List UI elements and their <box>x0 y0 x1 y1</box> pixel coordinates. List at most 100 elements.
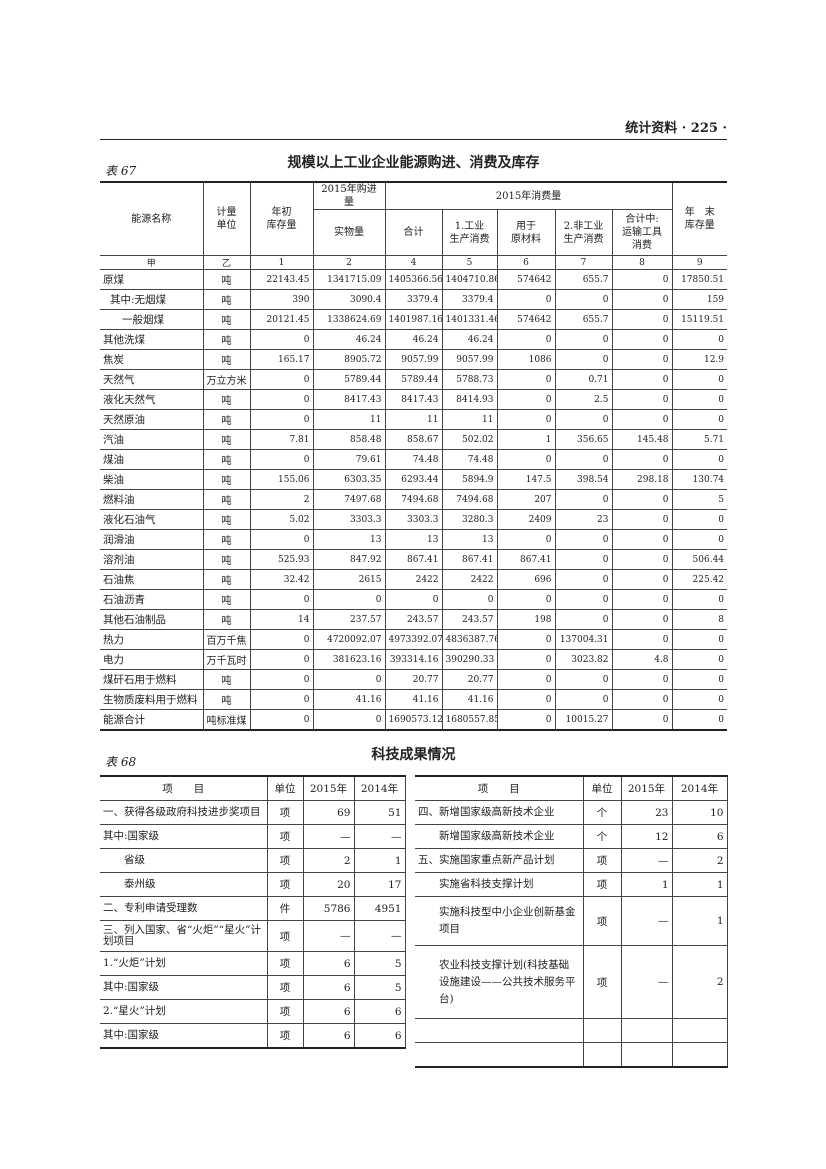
table-title: 规模以上工业企业能源购进、消费及库存 <box>287 155 540 171</box>
cell-value: 0 <box>611 509 673 530</box>
cell-value: 8417.43 <box>384 389 443 410</box>
cell-value: 0 <box>554 589 613 610</box>
data-row: 天然原油吨 0 11 11 11 0 0 0 0 <box>100 409 728 430</box>
cell-value: 0 <box>312 669 386 690</box>
cell-value: 0 <box>312 709 386 731</box>
cell-value: 4720092.07 <box>312 629 386 650</box>
cell-value: 2 <box>302 848 355 873</box>
data-row: 电力 万千瓦时 0 381623.16 393314.16 390290.33 0 3023.… <box>100 649 728 670</box>
cell-value: 0 <box>249 329 314 350</box>
row-label: 溶剂油 <box>100 549 204 570</box>
cell-value: 0 <box>671 689 728 710</box>
cell-value: 11 <box>384 409 443 430</box>
cell-value: 0 <box>611 669 673 690</box>
data-row: 泰州级项 20 17 <box>100 872 406 897</box>
cell-value: 10015.27 <box>554 709 613 731</box>
unit: 吨 <box>202 509 251 530</box>
cell-value: 2 <box>249 489 314 510</box>
cell-value: 0 <box>611 609 673 630</box>
cell-value: 0 <box>249 369 314 390</box>
empty-cell <box>620 1018 673 1043</box>
data-row: 实施省科技支撑计划项 1 1 <box>415 872 728 897</box>
cell-value: 381623.16 <box>312 649 386 670</box>
unit: 吨 <box>202 429 251 450</box>
empty-cell <box>415 1042 584 1068</box>
column-header: 单位 <box>266 775 304 801</box>
row-label: 三、列入国家、省“火炬”“星火”计划项目 <box>100 920 268 952</box>
results-table-left: 项 目单位 2015年 2014年 一、获得各级政府科技进步奖项目项 69 51 其中:国… <box>100 775 406 1049</box>
cell-value: 137004.31 <box>554 629 613 650</box>
empty-cell <box>415 1018 584 1043</box>
cell-value: 0 <box>312 589 386 610</box>
cell-value: 6 <box>353 999 406 1024</box>
cell-value: 525.93 <box>249 549 314 570</box>
cell-value: 867.41 <box>441 549 498 570</box>
cell-value: 0.71 <box>554 369 613 390</box>
unit: 项 <box>582 872 622 897</box>
column-header: 计量 单位 <box>202 181 251 256</box>
cell-value: 0 <box>249 689 314 710</box>
cell-value: 0 <box>554 669 613 690</box>
cell-value: 6293.44 <box>384 469 443 490</box>
data-row: 其中:国家级项 — — <box>100 824 406 849</box>
cell-value: 23 <box>620 800 673 825</box>
cell-value: — <box>302 920 355 952</box>
page-number: · 225 · <box>681 121 727 136</box>
cell-value: 237.57 <box>312 609 386 630</box>
cell-value: 2422 <box>384 569 443 590</box>
cell-value: 3379.4 <box>384 289 443 310</box>
empty-cell <box>671 1042 728 1068</box>
unit: 吨 <box>202 449 251 470</box>
cell-value: 0 <box>496 389 556 410</box>
column-header: 合计 <box>384 209 443 256</box>
row-label: 二、专利申请受理数 <box>100 896 268 921</box>
cell-value: 0 <box>554 289 613 310</box>
unit: 吨 <box>202 689 251 710</box>
cell-value: 0 <box>496 409 556 430</box>
cell-value: 6 <box>302 1023 355 1049</box>
cell-value: 20121.45 <box>249 309 314 330</box>
cell-value: 4836387.76 <box>441 629 498 650</box>
cell-value: 0 <box>611 409 673 430</box>
cell-value: 12.9 <box>671 349 728 370</box>
cell-value: 0 <box>496 449 556 470</box>
column-group-header: 2015年消费量 <box>384 181 673 210</box>
column-code: 7 <box>554 255 613 270</box>
column-code: 4 <box>384 255 443 270</box>
cell-value: 1338624.69 <box>312 309 386 330</box>
cell-value: 13 <box>441 529 498 550</box>
cell-value: 390 <box>249 289 314 310</box>
cell-value: 0 <box>611 589 673 610</box>
cell-value: 1 <box>671 896 728 946</box>
cell-value: 5 <box>353 975 406 1000</box>
column-header: 合计中: 运输工具 消费 <box>611 209 673 256</box>
unit: 个 <box>582 800 622 825</box>
cell-value: 0 <box>554 569 613 590</box>
cell-value: — <box>620 848 673 873</box>
table-label: 表 68 <box>105 755 137 769</box>
cell-value: 165.17 <box>249 349 314 370</box>
column-header: 2015年 <box>620 775 673 801</box>
row-label: 省级 <box>100 848 268 873</box>
cell-value: 3090.4 <box>312 289 386 310</box>
cell-value: 2615 <box>312 569 386 590</box>
cell-value: 6 <box>302 999 355 1024</box>
cell-value: 0 <box>554 489 613 510</box>
column-header: 1.工业 生产消费 <box>441 209 498 256</box>
row-label: 热力 <box>100 629 204 650</box>
cell-value: 0 <box>611 349 673 370</box>
cell-value: 655.7 <box>554 269 613 290</box>
column-header: 用于 原材料 <box>496 209 556 256</box>
cell-value: 390290.33 <box>441 649 498 670</box>
cell-value: 5 <box>671 489 728 510</box>
cell-value: 0 <box>554 529 613 550</box>
cell-value: 13 <box>384 529 443 550</box>
row-label: 汽油 <box>100 429 204 450</box>
row-label: 生物质废料用于燃料 <box>100 689 204 710</box>
cell-value: 41.16 <box>441 689 498 710</box>
cell-value: 574642 <box>496 269 556 290</box>
empty-cell <box>582 1042 622 1068</box>
cell-value: 155.06 <box>249 469 314 490</box>
cell-value: 0 <box>671 329 728 350</box>
data-row: 燃料油吨 2 7497.68 7494.68 7494.68 207 0 0 5 <box>100 489 728 510</box>
